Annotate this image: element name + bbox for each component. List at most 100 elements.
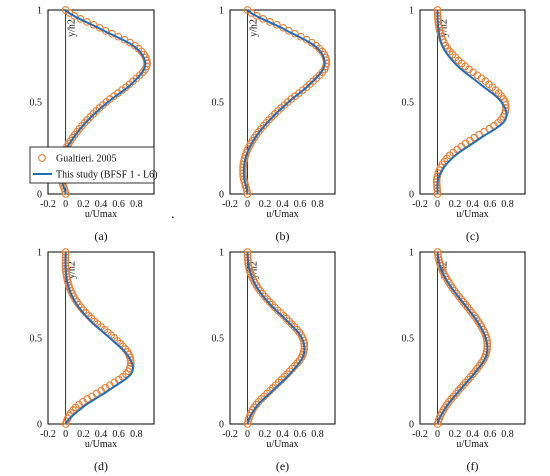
series-line-this-study: [64, 251, 134, 425]
data-point-gualtieri: [287, 320, 296, 328]
y-tick-label: 0: [219, 420, 224, 431]
y-tick-label: 1: [409, 6, 414, 17]
x-tick-label: 0: [63, 429, 68, 440]
plot-frame: [47, 9, 155, 195]
x-tick-label: 0.8: [130, 199, 143, 210]
data-point-gualtieri: [322, 59, 331, 68]
data-point-gualtieri: [142, 62, 151, 71]
x-tick-label: 0.2: [77, 429, 90, 440]
x-tick-label: 0.2: [77, 199, 90, 210]
x-tick-label: 0.4: [466, 429, 479, 440]
panel-label: (e): [276, 459, 289, 473]
x-tick-label: -0.2: [412, 199, 428, 210]
x-tick-label: 0: [245, 199, 250, 210]
plot-frame: [229, 251, 336, 425]
data-point-gualtieri: [259, 15, 267, 23]
x-tick-label: 0.4: [95, 199, 108, 210]
x-axis-label: u/Umax: [456, 209, 488, 220]
y-tick-label: 0.5: [30, 334, 43, 345]
x-tick-label: 0.8: [501, 429, 514, 440]
x-tick-label: 0.6: [484, 199, 497, 210]
legend-label-this-study: This study (BFSF 1 - L6): [56, 170, 157, 181]
panel-label: (a): [94, 229, 107, 243]
x-tick-label: 0: [245, 429, 250, 440]
y-tick-label: 1: [37, 6, 42, 17]
x-tick-label: 0.6: [112, 429, 125, 440]
x-axis-label: u/Umax: [266, 209, 298, 220]
series-gualtieri-markers: [433, 248, 492, 428]
legend-marker-gualtieri: [38, 154, 46, 162]
x-tick-label: 0.4: [95, 429, 108, 440]
data-point-gualtieri: [243, 6, 252, 14]
x-tick-label: 0.6: [294, 429, 307, 440]
y-axis-label: y/h2: [249, 261, 260, 279]
x-tick-label: 0.8: [311, 429, 324, 440]
y-tick-label: 0: [37, 190, 42, 201]
x-tick-label: 0.8: [501, 199, 514, 210]
panel-label: (f): [467, 459, 479, 473]
series-gualtieri-markers: [432, 6, 510, 198]
series-gualtieri-markers: [243, 248, 309, 428]
chart-panel-a: -0.2 0 0.2 0.4 0.6 0.800.51u/Umaxy/h2(a)Gualt…: [30, 6, 158, 244]
x-tick-label: 0.4: [276, 199, 289, 210]
x-axis-label: u/Umax: [85, 209, 117, 220]
series-line-this-study: [436, 251, 489, 425]
data-point-gualtieri: [76, 15, 85, 23]
y-tick-label: 1: [409, 248, 414, 259]
data-point-gualtieri: [322, 62, 330, 71]
x-tick-label: 0.6: [294, 199, 307, 210]
x-tick-label: 0.2: [449, 429, 462, 440]
panel-label: (b): [276, 229, 290, 243]
y-tick-label: 0: [409, 420, 414, 431]
data-point-gualtieri: [61, 6, 70, 14]
y-tick-label: 1: [219, 6, 224, 17]
x-tick-label: 0.6: [484, 429, 497, 440]
legend-box: [29, 146, 155, 184]
x-tick-label: 0.6: [112, 199, 125, 210]
plot-frame: [47, 251, 155, 425]
x-axis-label: u/Umax: [266, 439, 298, 450]
legend-label-gualtieri: Gualtieri. 2005: [56, 154, 117, 165]
y-axis-label: y/h2: [439, 261, 450, 279]
y-axis-label: y/h2: [67, 261, 78, 279]
y-axis-label: y/h2: [249, 19, 260, 37]
x-tick-label: -0.2: [40, 429, 56, 440]
x-tick-label: 0.8: [130, 429, 143, 440]
x-tick-label: 0.2: [449, 199, 462, 210]
x-tick-label: 0.4: [466, 199, 479, 210]
x-tick-label: -0.2: [222, 199, 238, 210]
y-tick-label: 0.5: [30, 98, 43, 109]
y-tick-label: 0.5: [212, 98, 225, 109]
x-tick-label: 0: [63, 199, 68, 210]
x-axis-label: u/Umax: [456, 439, 488, 450]
y-axis-label: y/h2: [439, 19, 450, 37]
panel-label: (c): [466, 229, 479, 243]
y-tick-label: 0: [37, 420, 42, 431]
series-line-this-study: [436, 9, 508, 194]
plot-frame: [229, 9, 336, 195]
legend: Gualtieri. 2005 This study (BFSF 1 - L6): [29, 146, 157, 184]
y-tick-label: 1: [219, 248, 224, 259]
stray-period: .: [171, 207, 175, 222]
x-tick-label: 0.2: [259, 429, 272, 440]
x-tick-label: -0.2: [412, 429, 428, 440]
y-tick-label: 0.5: [402, 98, 415, 109]
y-tick-label: 0.5: [402, 334, 415, 345]
panel-label: (d): [94, 459, 108, 473]
series-line-this-study: [246, 251, 306, 425]
x-tick-label: 0: [435, 199, 440, 210]
x-tick-label: 0.4: [276, 429, 289, 440]
x-tick-label: -0.2: [40, 199, 56, 210]
y-tick-label: 0: [409, 190, 414, 201]
x-tick-label: 0.8: [311, 199, 324, 210]
x-tick-label: 0: [435, 429, 440, 440]
y-tick-label: 1: [37, 248, 42, 259]
plot-frame: [419, 251, 526, 425]
y-tick-label: 0.5: [212, 334, 225, 345]
plot-frame: [419, 9, 526, 195]
